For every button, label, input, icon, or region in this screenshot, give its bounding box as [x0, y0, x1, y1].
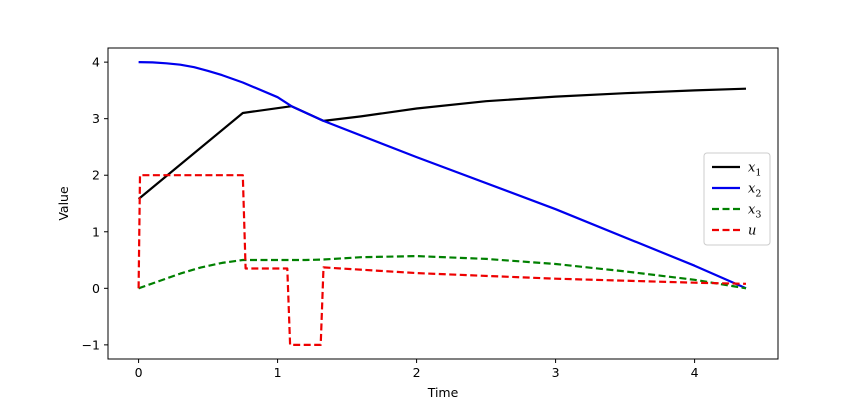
y-tick-label: −1	[82, 337, 100, 352]
x-axis-title: Time	[427, 385, 459, 400]
x-tick-label: 0	[135, 365, 143, 380]
x-axis: 0 1 2 3 4	[135, 359, 699, 380]
x-tick-label: 2	[413, 365, 421, 380]
legend-label-name: x	[748, 203, 756, 218]
series-line-u	[137, 174, 747, 346]
legend-label: x3	[748, 203, 761, 221]
legend-box	[703, 152, 771, 246]
y-tick-label: 3	[92, 111, 100, 126]
y-tick-label: 1	[92, 224, 100, 239]
legend-label-name: x	[748, 182, 756, 197]
legend-label-subscript: 3	[755, 210, 761, 221]
y-axis-title: Value	[56, 186, 71, 221]
x-tick-label: 1	[274, 365, 282, 380]
plot-area	[137, 61, 747, 346]
legend-label-subscript: 1	[755, 168, 761, 179]
series-line-x3	[138, 255, 747, 290]
y-tick-label: 0	[92, 281, 100, 296]
series-line-x1	[137, 87, 747, 200]
y-axis: −1 0 1 2 3 4	[82, 55, 108, 352]
legend-label: x1	[748, 161, 761, 179]
legend-label: u	[748, 224, 756, 239]
series-line-x2	[138, 61, 747, 290]
legend-label-name: x	[748, 161, 756, 176]
axes-frame	[107, 47, 779, 360]
x-tick-label: 3	[552, 365, 560, 380]
x-tick-label: 4	[691, 365, 699, 380]
legend-label-name: u	[748, 224, 756, 239]
y-tick-label: 4	[92, 55, 100, 70]
legend-label: x2	[748, 182, 761, 200]
legend-label-subscript: 2	[755, 189, 761, 200]
y-tick-label: 2	[92, 168, 100, 183]
